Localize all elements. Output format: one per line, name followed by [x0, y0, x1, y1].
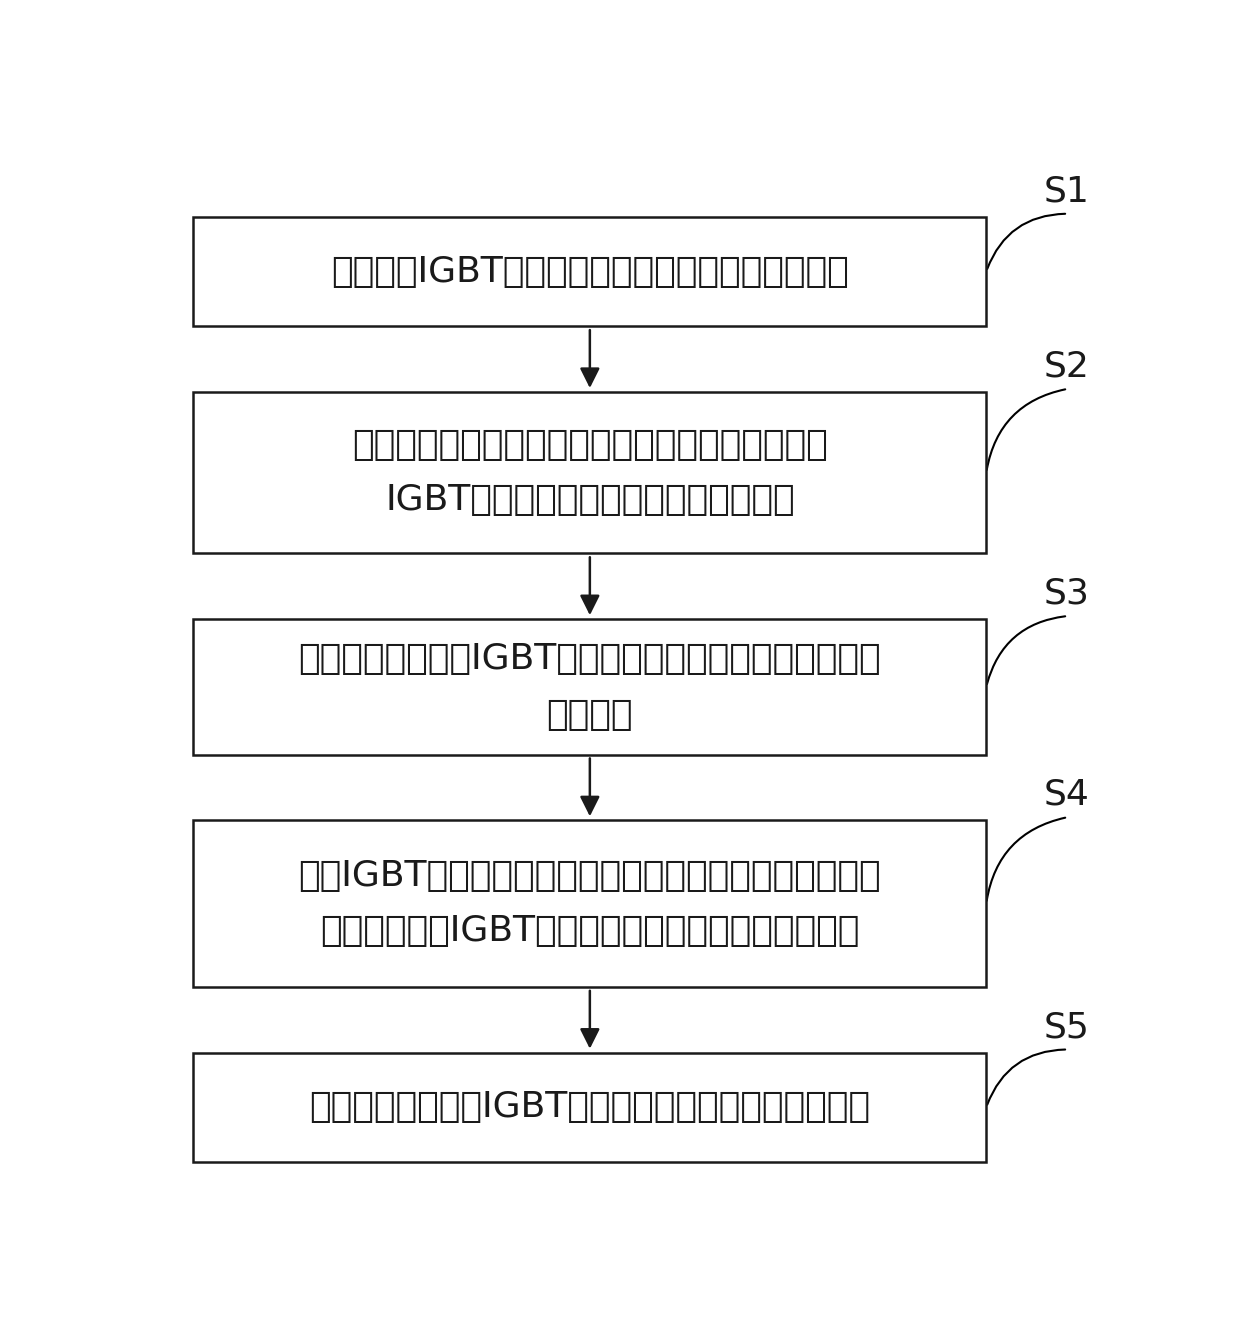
Text: 根据关联关系计算IGBT动态参数测试平台的杂散电容值: 根据关联关系计算IGBT动态参数测试平台的杂散电容值 [309, 1090, 870, 1124]
Text: 根据包含杂散电容测试电路的等效电路图，计算在
IGBT的关断过程中杂散电容的电流分量: 根据包含杂散电容测试电路的等效电路图，计算在 IGBT的关断过程中杂散电容的电流… [352, 428, 828, 517]
FancyArrowPatch shape [987, 389, 1065, 470]
Text: S4: S4 [1044, 777, 1090, 812]
FancyArrowPatch shape [987, 817, 1065, 901]
Bar [193, 619, 986, 755]
Bar [193, 1053, 986, 1162]
Bar [193, 392, 986, 553]
Text: S5: S5 [1044, 1010, 1090, 1045]
Text: S2: S2 [1044, 350, 1090, 384]
Text: S1: S1 [1044, 174, 1090, 209]
Bar [193, 217, 986, 326]
Text: S3: S3 [1044, 577, 1090, 611]
Text: 分析提取IGBT动态参数测试平台所涉及的杂散电容: 分析提取IGBT动态参数测试平台所涉及的杂散电容 [331, 255, 848, 288]
FancyArrowPatch shape [987, 617, 1065, 684]
Text: 根据电流分量获取IGBT关断瞬态过程中实测电流与理想电
流的差值: 根据电流分量获取IGBT关断瞬态过程中实测电流与理想电 流的差值 [299, 642, 882, 731]
Text: 利用IGBT关断瞬态过程，获得实测电流与理想电流的差值
与杂散电容、IGBT集射极电压变化率之间的关联关系: 利用IGBT关断瞬态过程，获得实测电流与理想电流的差值 与杂散电容、IGBT集射… [299, 859, 882, 949]
FancyArrowPatch shape [987, 214, 1065, 268]
Bar [193, 820, 986, 987]
FancyArrowPatch shape [987, 1050, 1065, 1104]
